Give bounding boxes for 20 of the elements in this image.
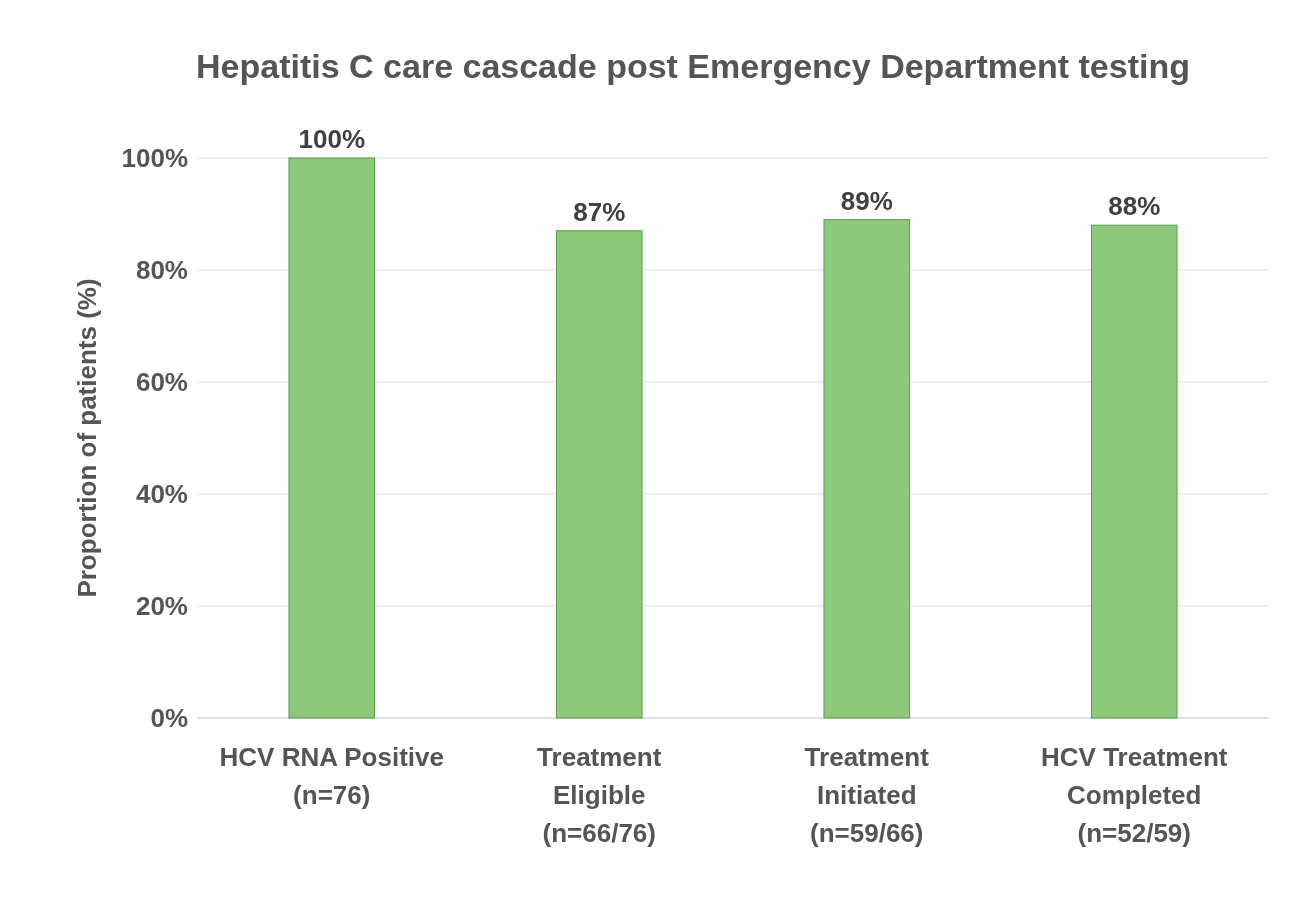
- y-tick-label: 0%: [150, 703, 188, 734]
- bar: [288, 157, 376, 719]
- y-tick-label: 40%: [135, 479, 188, 510]
- y-tick-label: 60%: [135, 367, 188, 398]
- chart-title: Hepatitis C care cascade post Emergency Department testing: [196, 47, 1190, 85]
- y-tick-label: 100%: [121, 143, 188, 174]
- x-tick-label: Treatment Eligible (n=66/76): [537, 742, 662, 848]
- x-tick-label: HCV RNA Positive (n=76): [219, 742, 444, 810]
- data-label: 88%: [1108, 191, 1161, 222]
- y-tick-label: 20%: [135, 591, 188, 622]
- data-label: 100%: [298, 124, 365, 154]
- y-tick-label: 80%: [135, 255, 188, 286]
- data-label: 87%: [573, 196, 626, 227]
- y-axis-title: Proportion of patients (%): [72, 278, 102, 598]
- bar: [1090, 224, 1178, 719]
- x-tick-label: Treatment Initiated (n=59/66): [804, 742, 930, 848]
- x-tick-label: HCV Treatment Completed (n=52/59): [1041, 742, 1228, 848]
- bar: [555, 230, 643, 719]
- data-label: 89%: [840, 185, 893, 216]
- bar: [823, 219, 911, 719]
